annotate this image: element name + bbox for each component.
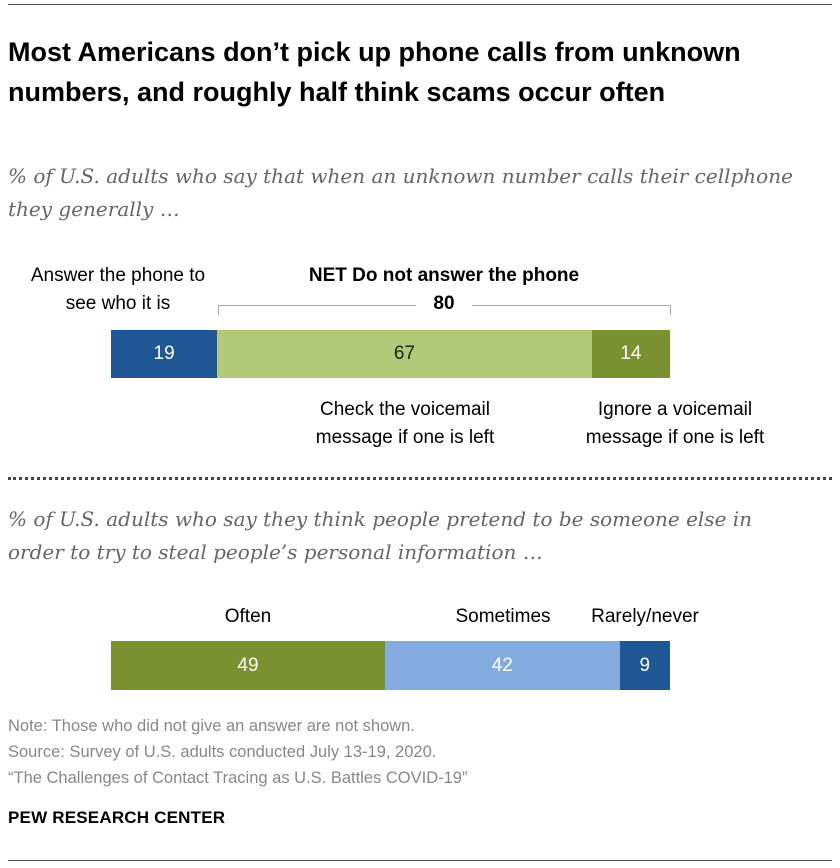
report-title-text: “The Challenges of Contact Tracing as U.… <box>8 769 468 787</box>
chart1-bar: 19 67 14 <box>111 330 670 378</box>
chart1-subtitle: % of U.S. adults who say that when an un… <box>8 164 793 221</box>
chart2-value-sometimes: 42 <box>491 654 513 676</box>
chart1-segment-check-voicemail: 67 <box>217 330 592 378</box>
chart1-value-ignore-voicemail: 14 <box>620 343 642 364</box>
pew-research-center-logo: PEW RESEARCH CENTER <box>8 808 226 827</box>
chart1-segment-answer: 19 <box>111 330 218 378</box>
chart1-net-value: 80 <box>433 293 455 314</box>
chart2-subtitle: % of U.S. adults who say they think peop… <box>8 507 753 564</box>
chart2-segment-often: 49 <box>111 641 385 690</box>
bottom-rule <box>8 860 832 861</box>
chart2-label-often: Often <box>224 606 272 627</box>
chart2-segment-sometimes: 42 <box>384 641 620 690</box>
chart1-segment-ignore-voicemail: 14 <box>591 330 670 378</box>
chart2-label-sometimes: Sometimes <box>455 606 551 627</box>
chart1-value-check-voicemail: 67 <box>393 343 416 364</box>
source-text: Source: Survey of U.S. adults conducted … <box>8 743 437 761</box>
chart2-value-rarely-never: 9 <box>639 654 651 676</box>
section-divider <box>8 477 832 480</box>
chart2-value-often: 49 <box>237 654 259 676</box>
note-text: Note: Those who did not give an answer a… <box>8 717 415 735</box>
chart1-net-label: NET Do not answer the phone <box>308 265 580 286</box>
chart2-label-rarely-never: Rarely/never <box>591 606 699 627</box>
chart1-label-check-voicemail: Check the voicemail message if one is le… <box>315 399 495 448</box>
top-rule <box>8 4 832 5</box>
chart-title: Most Americans don’t pick up phone calls… <box>8 37 741 107</box>
chart1-value-answer: 19 <box>153 343 175 364</box>
chart2-segment-rarely-never: 9 <box>619 641 670 690</box>
chart2-bar: 49 42 9 <box>111 641 670 690</box>
chart1-label-answer: Answer the phone to see who it is <box>30 265 206 314</box>
chart1-label-ignore-voicemail: Ignore a voicemail message if one is lef… <box>585 399 765 448</box>
